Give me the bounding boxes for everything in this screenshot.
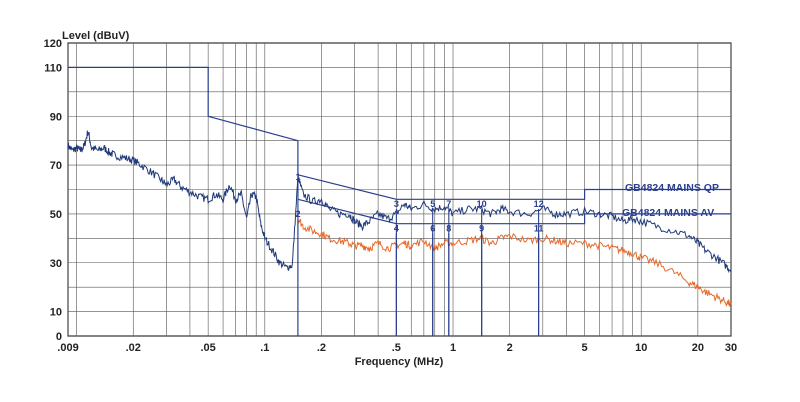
y-tick-label: 90 [50,111,62,123]
markers: 123456789101112 [295,172,544,336]
x-tick-label: 30 [725,342,737,354]
marker-label: 5 [430,199,435,209]
x-tick-label: .05 [201,342,216,354]
x-tick-labels: .009 .02 .05 .1 .2 .5 1 2 5 10 20 30 [57,342,737,354]
y-tick-label: 0 [56,331,62,343]
legend: GB4824 MAINS QP GB4824 MAINS AV [622,182,719,219]
limit-lines [68,66,731,225]
series-lines [67,130,732,307]
y-tick-label: 30 [50,258,62,270]
x-tick-label: 2 [507,342,513,354]
marker-label: 7 [446,199,451,209]
x-axis-label: Frequency (MHz) [355,356,444,368]
grid [67,43,732,336]
legend-entry-av: GB4824 MAINS AV [622,207,714,219]
x-tick-label: .5 [392,342,401,354]
y-tick-label: 10 [50,307,62,319]
x-tick-label: 10 [635,342,647,354]
marker-label: 3 [394,199,399,209]
x-tick-label: 20 [692,342,704,354]
marker-label: 10 [477,199,487,209]
y-tick-labels: 0 10 30 50 70 90 110 120 [44,38,62,343]
limit-line-qp [68,66,731,200]
x-tick-label: .1 [260,342,269,354]
series-line-qp [67,130,732,274]
marker-label: 6 [430,223,435,233]
y-tick-label: 120 [44,38,62,50]
marker-label: 1 [295,172,300,182]
x-tick-label: .009 [57,342,78,354]
y-tick-label: 50 [50,209,62,221]
marker-label: 2 [295,209,300,219]
y-tick-label: 70 [50,160,62,172]
x-tick-label: .2 [317,342,326,354]
marker-label: 8 [446,223,451,233]
x-tick-label: 5 [581,342,587,354]
y-axis-label: Level (dBuV) [62,30,130,42]
y-tick-label: 110 [44,62,62,74]
marker-label: 12 [534,199,544,209]
marker-label: 4 [394,223,399,233]
x-tick-label: 1 [450,342,456,354]
legend-entry-qp: GB4824 MAINS QP [625,182,719,194]
series-line-av [297,218,732,307]
limit-line-av [297,198,731,225]
x-tick-label: .02 [126,342,141,354]
